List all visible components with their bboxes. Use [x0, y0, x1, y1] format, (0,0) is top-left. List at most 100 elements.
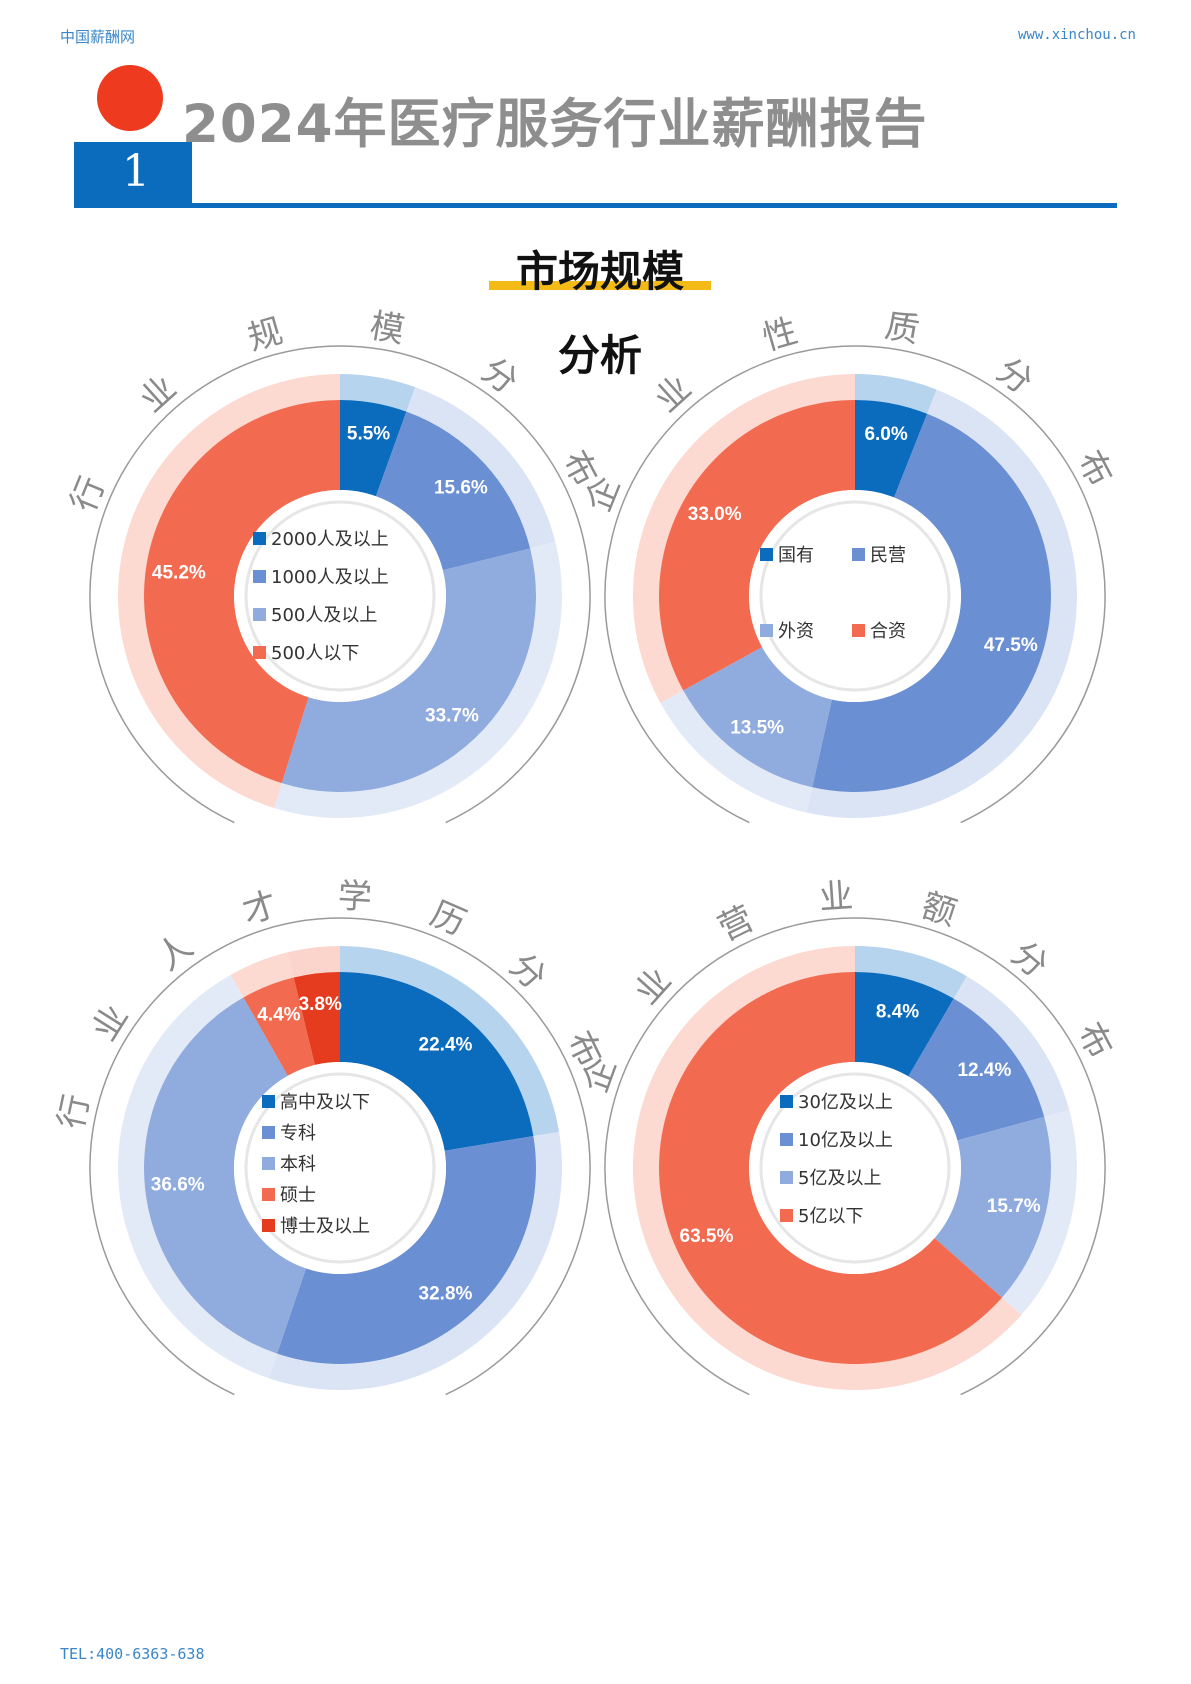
slice-label: 8.4%: [876, 1002, 919, 1023]
outer-arc-decoration: [89, 345, 591, 824]
footer-tel: TEL:400-6363-638: [60, 1645, 205, 1663]
chart-title-glyph: 布: [1069, 1016, 1120, 1065]
chart-title-glyph: 质: [882, 306, 922, 351]
halo-segment: [340, 946, 560, 1137]
chart-title-glyph: 行: [51, 1091, 97, 1133]
chart-title-glyph: 业: [818, 876, 855, 918]
halo-segment: [268, 1131, 562, 1391]
legend-entry: 高中及以下: [280, 1092, 370, 1113]
chart-title-glyph: 历: [424, 894, 471, 944]
halo-segment: [230, 952, 294, 998]
legend-swatch: [253, 646, 266, 659]
donut-slice: [683, 647, 832, 788]
legend-swatch: [262, 1126, 275, 1139]
donut-slice: [812, 413, 1051, 792]
slice-label: 15.6%: [434, 478, 488, 499]
section-number: 1: [122, 146, 150, 197]
donut-slice: [908, 998, 1045, 1141]
slice-label: 6.0%: [864, 424, 907, 445]
site-url[interactable]: www.xinchou.cn: [1017, 27, 1136, 43]
slice-label: 32.8%: [419, 1283, 473, 1304]
legend-entry: 500人及以上: [271, 605, 377, 626]
header-rule: [192, 203, 1117, 208]
donut-slice: [659, 400, 855, 691]
halo-segment: [633, 946, 1022, 1391]
legend-entry: 专科: [280, 1123, 316, 1144]
legend-entry: 本科: [280, 1154, 316, 1175]
halo-segment: [632, 374, 855, 703]
donut-slice: [293, 972, 340, 1066]
legend-entry: 1000人及以上: [271, 567, 389, 588]
site-name: 中国薪酬网: [60, 28, 136, 46]
legend-swatch: [780, 1133, 793, 1146]
donut-hole: [749, 1062, 961, 1274]
halo-segment: [117, 974, 278, 1379]
donut-hole: [234, 490, 446, 702]
chart-title-glyph: 分: [502, 946, 554, 998]
chart-title-glyph: 学: [337, 876, 373, 918]
red-dot-decoration: [97, 65, 163, 131]
donut-slice: [934, 1116, 1051, 1298]
chart-title-glyph: 分: [989, 350, 1040, 402]
halo-segment: [340, 374, 416, 412]
legend-entry: 合资: [870, 621, 906, 642]
legend-entry: 外资: [778, 621, 814, 642]
inner-ring: [759, 500, 951, 692]
donut-chart-4: 8.4% 12.4% 15.7% 63.5% 30亿及以上 10亿及以上 5亿及以上 5亿以下…: [575, 876, 1120, 1396]
slice-label: 4.4%: [257, 1005, 300, 1026]
halo-segment: [855, 946, 967, 999]
chart-title-glyph: 模: [367, 306, 407, 351]
legend-swatch: [262, 1157, 275, 1170]
halo-segment: [118, 374, 341, 808]
section-title-highlight: [489, 281, 711, 290]
slice-label: 33.7%: [425, 705, 479, 726]
slice-label: 63.5%: [680, 1226, 734, 1247]
slice-label: 36.6%: [151, 1174, 205, 1195]
inner-ring: [244, 500, 436, 692]
slice-label: 3.8%: [299, 994, 342, 1015]
donut-slice: [144, 997, 306, 1354]
chart-title-glyph: 布: [1069, 444, 1120, 493]
legend-entry: 500人以下: [271, 643, 359, 664]
slice-label: 22.4%: [419, 1035, 473, 1056]
donut-slice: [855, 972, 954, 1077]
chart-title-glyph: 人: [149, 926, 200, 978]
legend-swatch: [780, 1171, 793, 1184]
donut-slice: [659, 972, 1003, 1365]
legend-entry: 硕士: [280, 1185, 316, 1206]
outer-arc-decoration: [604, 345, 1106, 824]
chart-title-glyph: 业: [647, 368, 699, 420]
donut-hole: [234, 1062, 446, 1274]
legend-swatch: [253, 532, 266, 545]
outer-arc-decoration: [89, 917, 591, 1396]
legend-swatch: [262, 1188, 275, 1201]
legend-swatch: [780, 1209, 793, 1222]
legend-entry: 5亿及以上: [798, 1168, 881, 1189]
legend-entry: 博士及以上: [280, 1216, 370, 1237]
legend-swatch: [780, 1095, 793, 1108]
section-subtitle: 分析: [557, 331, 642, 380]
legend-swatch: [253, 570, 266, 583]
legend-swatch: [760, 548, 773, 561]
slice-label: 5.5%: [347, 423, 390, 444]
legend-swatch: [262, 1219, 275, 1232]
halo-segment: [855, 374, 937, 414]
legend-entry: 30亿及以上: [798, 1092, 893, 1113]
donut-slice: [277, 1136, 536, 1364]
donut-slice: [243, 977, 315, 1076]
chart-title-glyph: 业: [627, 960, 679, 1012]
inner-ring: [759, 1072, 951, 1264]
legend-entry: 2000人及以上: [271, 529, 389, 550]
section-title: 市场规模: [515, 247, 684, 296]
chart-title-glyph: 分: [1004, 934, 1056, 986]
donut-slice: [281, 548, 537, 792]
section-number-box: [74, 142, 192, 208]
legend-entry: 10亿及以上: [798, 1130, 893, 1151]
outer-arc-decoration: [604, 917, 1106, 1396]
legend-entry: 5亿以下: [798, 1206, 863, 1227]
donut-chart-1: 5.5% 15.6% 33.7% 45.2% 2000人及以上 1000人及以上 500人及…: [63, 306, 605, 824]
chart-title-glyph: 分: [474, 350, 525, 402]
